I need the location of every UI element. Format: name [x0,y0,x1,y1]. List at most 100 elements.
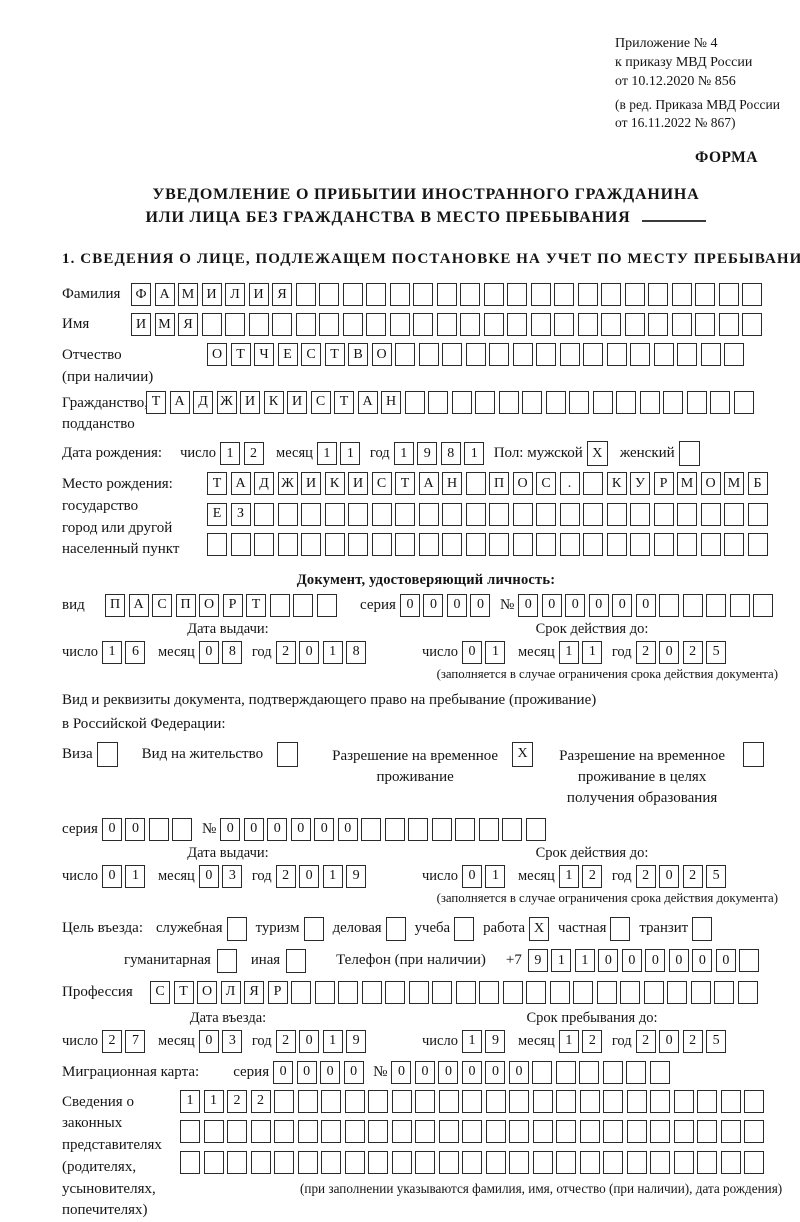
form-cell[interactable] [172,817,193,841]
form-cell[interactable]: Л [220,980,241,1004]
form-cell[interactable]: 2 [635,640,656,664]
form-cell[interactable] [554,313,574,337]
form-cell[interactable]: 2 [101,1029,122,1053]
form-cell[interactable]: Д [254,472,274,496]
form-cell[interactable] [555,1060,576,1084]
form-cell[interactable] [718,313,739,337]
form-cell[interactable]: Т [207,472,227,496]
form-cell[interactable]: Я [272,283,292,307]
form-cell[interactable] [639,390,660,414]
form-cell[interactable]: 2 [275,864,296,888]
form-cell[interactable]: 1 [316,442,337,466]
form-cell[interactable]: 2 [250,1089,271,1113]
form-cell[interactable] [274,1120,294,1144]
form-cell[interactable] [438,1120,459,1144]
form-cell[interactable] [203,1120,224,1144]
form-cell[interactable]: 0 [296,1060,317,1084]
form-cell[interactable]: С [310,390,331,414]
form-cell[interactable]: 1 [340,442,361,466]
form-cell[interactable]: А [169,390,190,414]
form-cell[interactable] [442,502,462,526]
form-cell[interactable] [418,533,439,557]
form-cell[interactable]: М [724,472,744,496]
form-cell[interactable] [648,313,668,337]
form-cell[interactable] [408,817,429,841]
form-cell[interactable]: И [301,472,321,496]
form-cell[interactable] [297,1120,318,1144]
form-cell[interactable] [549,980,570,1004]
form-cell[interactable] [556,1120,576,1144]
form-cell[interactable] [673,1089,694,1113]
form-cell[interactable] [724,502,744,526]
form-cell[interactable] [602,1060,623,1084]
form-cell[interactable] [579,1060,600,1084]
form-cell[interactable] [526,980,546,1004]
form-cell[interactable] [391,1120,412,1144]
form-cell[interactable]: 7 [125,1029,146,1053]
form-cell[interactable] [649,1060,670,1084]
form-cell[interactable] [601,313,621,337]
form-cell[interactable] [577,313,598,337]
form-cell[interactable]: 0 [423,593,444,617]
form-cell[interactable]: 0 [470,593,491,617]
form-cell[interactable]: П [489,472,509,496]
form-cell[interactable]: 0 [588,593,609,617]
form-cell[interactable] [316,593,337,617]
form-cell[interactable] [509,1150,529,1174]
form-cell[interactable] [250,1150,271,1174]
form-cell[interactable]: 1 [322,1029,343,1053]
form-cell[interactable]: М [178,283,198,307]
form-cell[interactable] [569,390,589,414]
form-cell[interactable] [601,283,621,307]
form-cell[interactable]: С [301,343,321,367]
temp-residence-education-checkbox[interactable] [743,741,765,767]
purpose-humanitarian-checkbox[interactable] [216,948,237,973]
form-cell[interactable]: Я [178,313,198,337]
residence-permit-checkbox[interactable] [277,741,299,767]
form-cell[interactable] [148,817,169,841]
form-cell[interactable] [739,949,760,973]
form-cell[interactable]: 0 [299,640,320,664]
form-cell[interactable] [653,502,674,526]
form-cell[interactable]: 1 [558,640,579,664]
form-cell[interactable]: 2 [243,442,264,466]
form-cell[interactable] [361,980,382,1004]
form-cell[interactable]: 1 [101,640,122,664]
form-cell[interactable] [389,283,410,307]
form-cell[interactable]: 9 [417,442,438,466]
form-cell[interactable] [583,472,603,496]
form-cell[interactable] [559,533,580,557]
form-cell[interactable] [395,343,415,367]
form-cell[interactable]: К [324,472,345,496]
form-cell[interactable]: 1 [203,1089,224,1113]
form-cell[interactable]: 1 [574,949,595,973]
purpose-official-checkbox[interactable] [226,916,247,941]
form-cell[interactable] [319,313,339,337]
form-cell[interactable] [653,343,674,367]
form-cell[interactable]: 0 [243,817,264,841]
purpose-transit-checkbox[interactable] [692,916,713,941]
form-cell[interactable] [479,980,499,1004]
form-cell[interactable]: 0 [314,817,335,841]
form-cell[interactable]: И [248,283,269,307]
form-cell[interactable] [626,1060,647,1084]
form-cell[interactable] [201,313,222,337]
form-cell[interactable] [415,1150,435,1174]
form-cell[interactable]: 0 [125,817,146,841]
form-cell[interactable] [697,1150,717,1174]
form-cell[interactable] [530,313,551,337]
purpose-tourism-checkbox[interactable] [303,916,324,941]
form-cell[interactable]: Л [225,283,245,307]
form-cell[interactable] [254,502,274,526]
form-cell[interactable]: К [606,472,627,496]
form-cell[interactable] [747,502,768,526]
sex-female-checkbox[interactable] [678,441,700,467]
form-cell[interactable]: С [536,472,556,496]
form-cell[interactable] [348,502,368,526]
form-cell[interactable]: А [128,593,149,617]
form-cell[interactable] [682,593,703,617]
form-cell[interactable]: 0 [645,949,666,973]
form-cell[interactable] [606,533,627,557]
form-cell[interactable]: К [263,390,284,414]
form-cell[interactable] [697,1120,717,1144]
